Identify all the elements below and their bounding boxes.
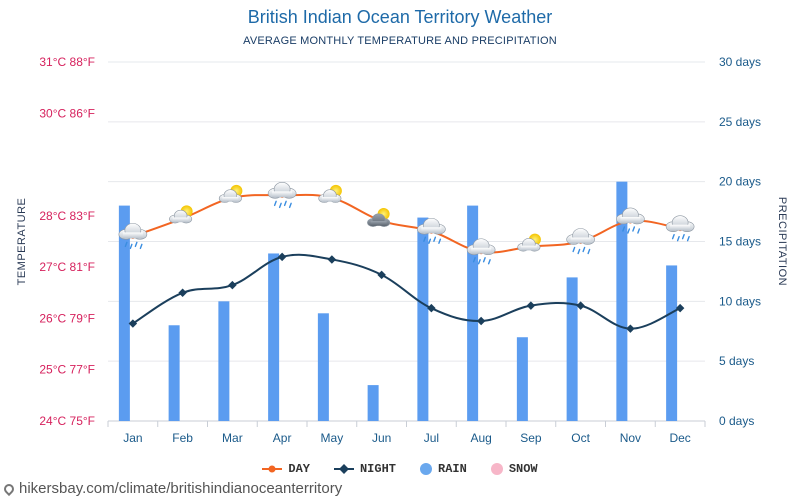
rain-bar-aug[interactable] — [467, 205, 479, 421]
night-point-jun[interactable] — [377, 270, 386, 280]
weather-chart: 24°C 75°F 25°C 77°F 26°C 79°F 27°C 81°F 28°C… — [16, 55, 788, 445]
legend-snow-marker — [490, 463, 503, 475]
left-tick-label: 25°C 77°F — [39, 363, 95, 377]
x-tick-label: May — [321, 431, 344, 445]
cloud-rain-icon — [417, 217, 446, 244]
day-line — [132, 193, 681, 254]
legend-rain[interactable]: RAIN — [420, 462, 467, 476]
night-point-jul[interactable] — [427, 303, 436, 313]
left-tick-label: 27°C 81°F — [39, 260, 95, 274]
x-tick-label: Dec — [669, 431, 690, 445]
rain-bar-jun[interactable] — [367, 385, 379, 421]
temperature-lines — [128, 192, 685, 333]
cloud-rain-icon — [665, 215, 695, 242]
night-point-mar[interactable] — [228, 280, 237, 290]
legend-day-marker — [262, 465, 283, 473]
right-axis-title: PRECIPITATION — [776, 197, 788, 286]
x-tick-label: Feb — [172, 431, 193, 445]
sun-dark-cloud-icon — [367, 207, 391, 227]
x-tick-label: Jan — [123, 431, 142, 445]
legend-day-label: DAY — [288, 462, 310, 476]
location-pin-icon — [1, 481, 17, 496]
rain-bars — [118, 181, 678, 421]
chart-subtitle: AVERAGE MONTHLY TEMPERATURE AND PRECIPIT… — [243, 35, 557, 47]
x-tick-label: Jun — [372, 431, 391, 445]
cloud-rain-icon — [267, 182, 297, 209]
legend-night-label: NIGHT — [359, 462, 396, 476]
night-point-nov[interactable] — [626, 324, 635, 333]
grid — [107, 61, 706, 427]
source-link-text: hikersbay.com/climate/britishindianocean… — [19, 480, 343, 497]
x-tick-label: Aug — [470, 431, 491, 445]
night-point-jan[interactable] — [128, 319, 138, 328]
x-tick-label: Jul — [424, 431, 439, 445]
night-point-aug[interactable] — [476, 316, 486, 326]
legend-rain-label: RAIN — [438, 462, 467, 476]
left-tick-label: 26°C 79°F — [39, 311, 95, 325]
right-tick-label: 25 days — [719, 115, 761, 129]
legend-night-marker — [333, 464, 354, 474]
right-tick-label: 0 days — [719, 414, 754, 428]
rain-bar-oct[interactable] — [566, 277, 578, 421]
right-tick-label: 20 days — [719, 175, 761, 189]
x-tick-label: Apr — [273, 431, 292, 445]
legend-snow-label: SNOW — [508, 462, 538, 476]
night-line — [132, 253, 681, 330]
left-tick-label: 28°C 83°F — [39, 209, 95, 223]
x-tick-label: Mar — [222, 431, 243, 445]
left-tick-label: 24°C 75°F — [39, 414, 95, 428]
legend-snow[interactable]: SNOW — [490, 462, 538, 476]
partly-sunny-icon — [218, 184, 243, 203]
left-tick-label: 31°C 88°F — [39, 55, 95, 69]
source-link[interactable]: hikersbay.com/climate/britishindianocean… — [1, 480, 343, 497]
rain-bar-feb[interactable] — [168, 325, 180, 421]
night-point-apr[interactable] — [277, 252, 287, 262]
night-point-oct[interactable] — [576, 301, 585, 310]
cloud-rain-icon — [466, 238, 496, 265]
rain-bar-nov[interactable] — [616, 181, 628, 421]
rain-bar-jul[interactable] — [417, 217, 429, 421]
chart-title: British Indian Ocean Territory Weather — [247, 7, 553, 27]
partly-sunny-icon — [318, 184, 342, 203]
night-point-may[interactable] — [327, 255, 337, 264]
axes: 24°C 75°F 25°C 77°F 26°C 79°F 27°C 81°F 28°C… — [16, 55, 788, 445]
night-point-feb[interactable] — [178, 288, 187, 298]
partly-cloudy-rain-icon — [118, 223, 148, 250]
rain-bar-mar[interactable] — [218, 301, 230, 421]
x-tick-label: Sep — [520, 431, 542, 445]
partly-sunny-icon — [517, 233, 541, 252]
left-axis-title: TEMPERATURE — [16, 198, 28, 286]
right-tick-label: 5 days — [719, 354, 754, 368]
right-tick-label: 15 days — [719, 235, 761, 249]
legend-rain-marker — [420, 463, 432, 475]
rain-bar-apr[interactable] — [268, 253, 280, 421]
left-tick-label: 30°C 86°F — [39, 106, 95, 120]
partly-sunny-icon — [169, 205, 193, 224]
right-tick-label: 30 days — [719, 55, 761, 69]
cloud-rain-icon — [566, 228, 595, 255]
night-point-dec[interactable] — [675, 303, 685, 313]
right-tick-label: 10 days — [719, 294, 761, 308]
cloud-rain-icon — [616, 207, 645, 234]
weather-icons — [118, 182, 695, 265]
legend-night[interactable]: NIGHT — [333, 462, 396, 476]
x-tick-label: Oct — [571, 431, 590, 445]
x-tick-label: Nov — [620, 431, 641, 445]
legend: DAY NIGHT RAIN SNOW — [0, 462, 800, 476]
rain-bar-sep[interactable] — [516, 337, 528, 421]
rain-bar-jan[interactable] — [118, 205, 130, 421]
night-point-sep[interactable] — [526, 301, 536, 310]
rain-bar-may[interactable] — [317, 313, 329, 421]
legend-day[interactable]: DAY — [262, 462, 310, 476]
rain-bar-dec[interactable] — [666, 265, 678, 421]
